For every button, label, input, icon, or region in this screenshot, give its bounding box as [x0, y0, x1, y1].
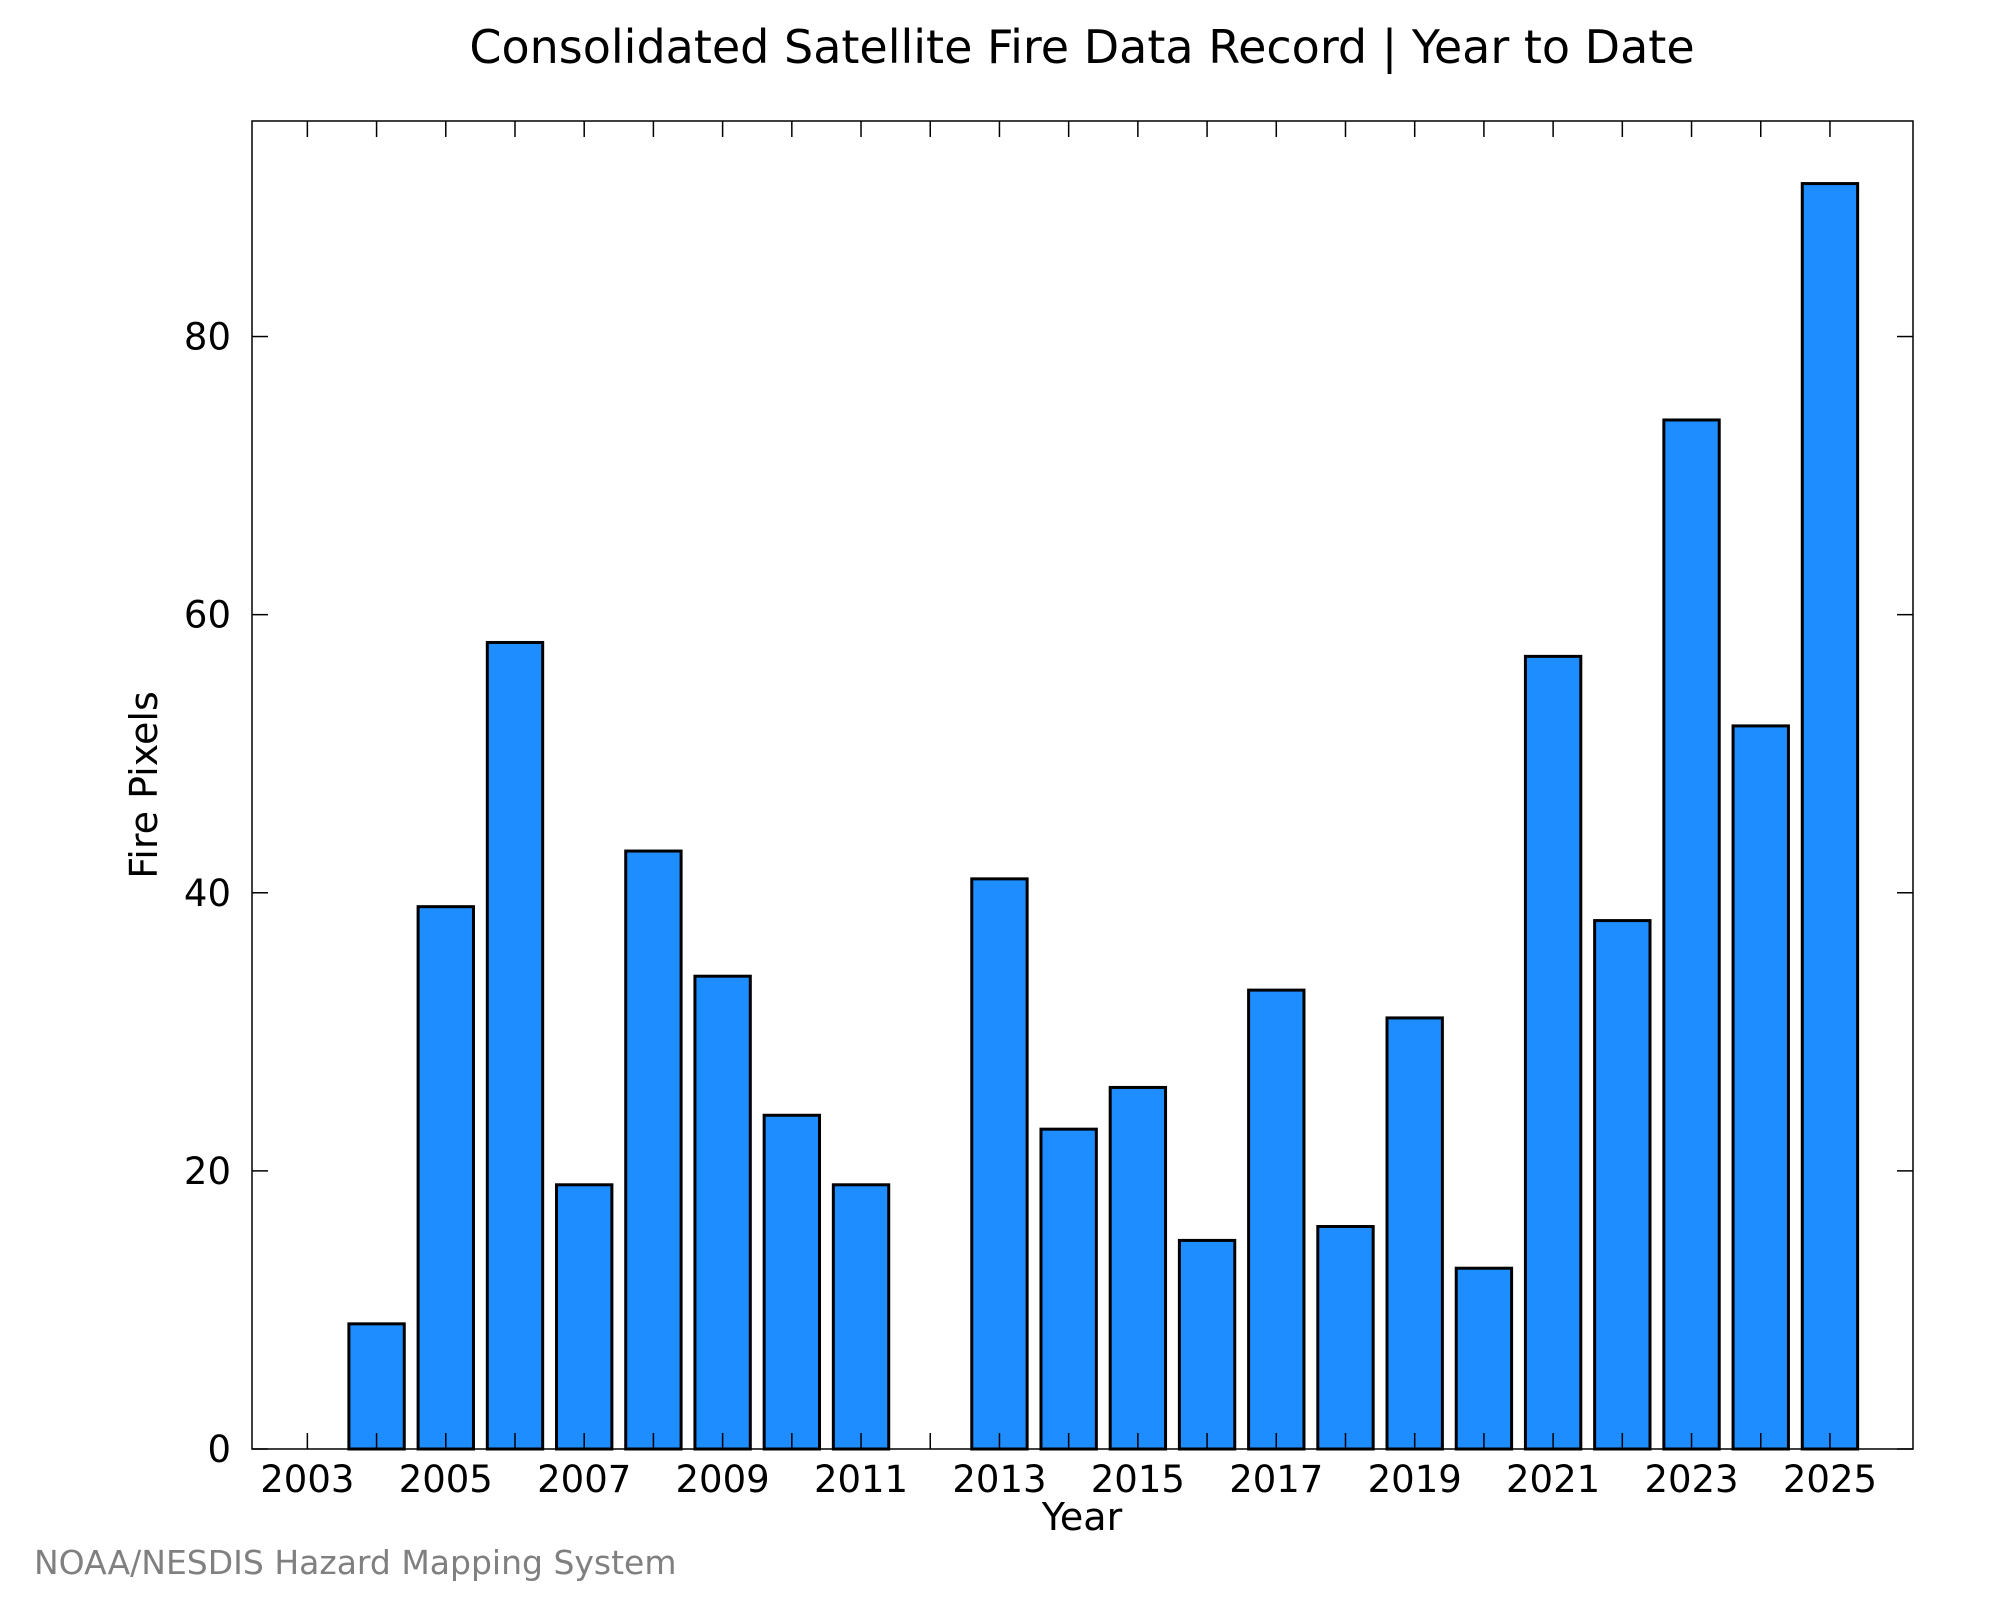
x-tick-label-2015: 2015 [1091, 1458, 1185, 1501]
bars-layer [347, 182, 1860, 1451]
bar-2006 [485, 640, 545, 1451]
x-tick-label-2013: 2013 [952, 1458, 1046, 1501]
bar-2016 [1177, 1238, 1237, 1451]
y-tick-label-40: 40 [184, 872, 231, 915]
bar-2021 [1523, 654, 1583, 1451]
x-axis-label: Year [1041, 1495, 1123, 1539]
x-tick-label-2017: 2017 [1229, 1458, 1323, 1501]
x-tick-label-2007: 2007 [537, 1458, 631, 1501]
credit-text: NOAA/NESDIS Hazard Mapping System [34, 1543, 677, 1582]
y-tick-label-0: 0 [207, 1428, 231, 1471]
bar-2022 [1593, 919, 1652, 1451]
plot-area-frame [251, 120, 1914, 1450]
bar-2014 [1039, 1127, 1098, 1451]
y-tick-label-20: 20 [184, 1150, 231, 1193]
bar-2025 [1800, 182, 1860, 1451]
bar-2010 [762, 1113, 822, 1451]
y-tick-label-60: 60 [184, 594, 231, 637]
x-tick-label-2009: 2009 [676, 1458, 770, 1501]
x-tick-label-2021: 2021 [1506, 1458, 1600, 1501]
axis-ticks [252, 121, 1913, 1450]
x-tick-label-2023: 2023 [1644, 1458, 1738, 1501]
x-axis-tick-labels: 2003 2005 2007 2009 2011 2013 2015 2017 2019 2021… [260, 1458, 1877, 1501]
bar-2009 [693, 974, 752, 1451]
x-tick-label-2025: 2025 [1783, 1458, 1877, 1501]
y-axis-tick-labels: 0 20 40 60 80 [184, 316, 231, 1471]
y-tick-label-80: 80 [184, 316, 231, 359]
bar-2011 [831, 1183, 891, 1451]
bar-2018 [1316, 1225, 1375, 1451]
bar-2019 [1385, 1016, 1444, 1451]
bar-2023 [1662, 418, 1721, 1451]
bar-2013 [970, 877, 1029, 1451]
bar-2024 [1731, 724, 1790, 1451]
chart-title: Consolidated Satellite Fire Data Record … [469, 20, 1694, 75]
bar-2008 [624, 849, 683, 1451]
bar-2007 [555, 1183, 614, 1451]
bar-2004 [347, 1322, 406, 1451]
x-tick-label-2011: 2011 [814, 1458, 908, 1501]
bar-2017 [1247, 988, 1306, 1451]
bar-2015 [1108, 1085, 1168, 1451]
bar-2020 [1454, 1266, 1514, 1451]
bar-2005 [416, 905, 475, 1451]
x-tick-label-2003: 2003 [260, 1458, 354, 1501]
x-tick-label-2005: 2005 [399, 1458, 493, 1501]
y-axis-label: Fire Pixels [122, 691, 166, 879]
x-tick-label-2019: 2019 [1368, 1458, 1462, 1501]
